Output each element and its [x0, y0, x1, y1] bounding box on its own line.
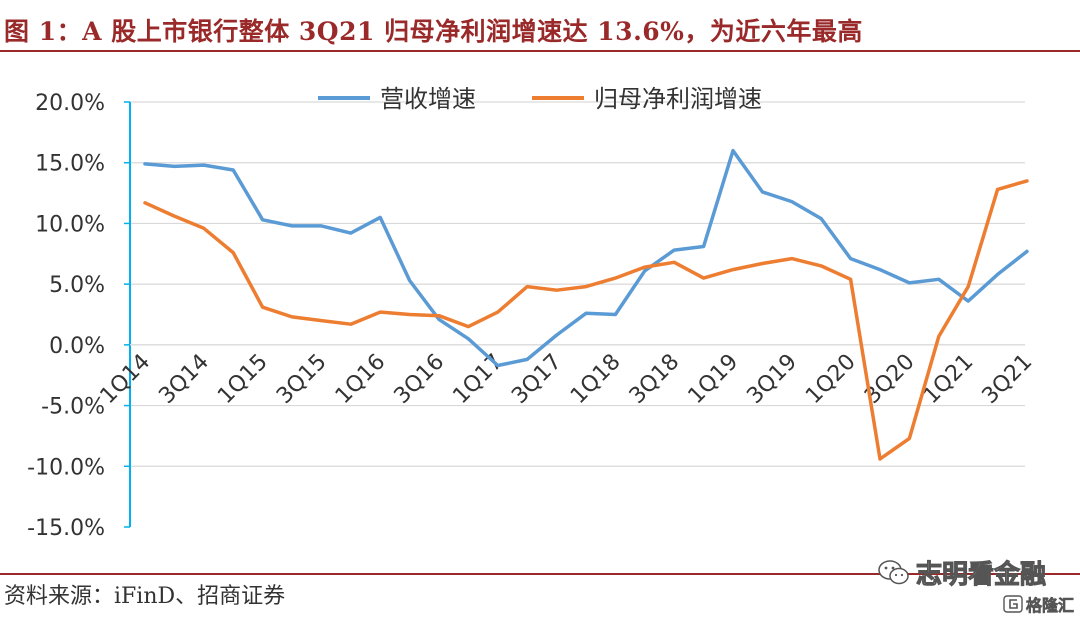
source-rule — [0, 573, 1080, 575]
gelonghui-logo-icon — [1003, 595, 1023, 613]
wechat-icon — [878, 559, 909, 584]
legend-label: 营收增速 — [380, 85, 476, 113]
y-tick-label: 20.0% — [35, 91, 105, 116]
series-line-revenue-growth — [143, 148, 1029, 368]
x-tick-label: 1Q18 — [566, 349, 626, 409]
legend-label: 归母净利润增速 — [594, 85, 762, 113]
x-tick-label: 1Q20 — [801, 349, 861, 409]
x-tick-label: 1Q15 — [213, 349, 273, 409]
series-line-net-profit-growth — [143, 179, 1029, 461]
x-tick-label: 3Q14 — [154, 349, 214, 409]
legend: 营收增速 归母净利润增速 — [318, 85, 762, 113]
x-tick-label: 3Q19 — [742, 349, 802, 409]
watermark: 志明看金融 — [878, 554, 1047, 591]
x-tick-label: 1Q17 — [448, 349, 508, 409]
x-tick-label: 1Q19 — [684, 349, 744, 409]
y-tick-label: -15.0% — [27, 516, 105, 540]
axes: 20.0% 15.0% 10.0% 5.0% 0.0% -5.0% -10.0% -15.0%… — [27, 91, 1037, 540]
watermark-text: 志明看金融 — [915, 560, 1046, 591]
y-tick-label: 5.0% — [49, 273, 105, 298]
x-tick-label: 3Q15 — [272, 349, 332, 409]
brand-text: 格隆汇 — [1025, 596, 1075, 616]
figure-title: 图 1：A 股上市银行整体 3Q21 归母净利润增速达 13.6%，为近六年最高 — [4, 17, 863, 46]
y-tick-label: 10.0% — [35, 212, 105, 237]
title-rule — [0, 50, 1080, 52]
x-tick-label: 3Q21 — [978, 349, 1038, 409]
y-tick-label: 0.0% — [49, 334, 105, 359]
gridlines — [130, 101, 1025, 467]
x-tick-label: 3Q16 — [390, 349, 450, 409]
y-tick-label: -10.0% — [27, 455, 105, 480]
y-tick-label: -5.0% — [41, 395, 105, 420]
y-tick-label: 15.0% — [35, 152, 105, 177]
line-chart: 20.0% 15.0% 10.0% 5.0% 0.0% -5.0% -10.0% -15.0%… — [27, 85, 1037, 540]
x-tick-label: 3Q18 — [625, 349, 685, 409]
series-lines — [143, 148, 1029, 461]
brand-mark: 格隆汇 — [1003, 592, 1074, 616]
source-note: 资料来源：iFinD、招商证券 — [4, 584, 286, 609]
x-tick-label: 1Q16 — [331, 349, 391, 409]
x-tick-label: 3Q17 — [507, 349, 567, 409]
